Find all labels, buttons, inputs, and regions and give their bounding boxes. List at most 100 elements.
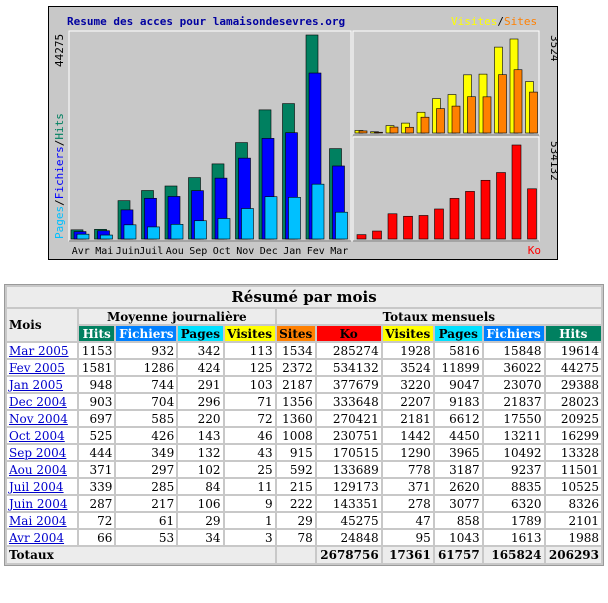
month-cell: Jan 2005 bbox=[7, 377, 77, 392]
value-cell: 697 bbox=[79, 411, 115, 426]
bar-sites-sep bbox=[436, 108, 445, 134]
month-cell: Mar 2005 bbox=[7, 343, 77, 358]
daily-col-fichiers: Fichiers bbox=[116, 326, 177, 341]
daily-col-hits: Hits bbox=[79, 326, 115, 341]
x-tick-mar: Mar bbox=[330, 246, 348, 257]
bar-pages-jan bbox=[288, 197, 301, 240]
bar-sites-mar bbox=[529, 91, 538, 134]
bar-ko-fev bbox=[511, 144, 522, 240]
value-cell: 903 bbox=[79, 394, 115, 409]
bar-ko-sep bbox=[434, 208, 444, 240]
value-cell: 948 bbox=[79, 377, 115, 392]
month-link[interactable]: Fev 2005 bbox=[9, 360, 65, 375]
table-row: Oct 2004 525 426 143 46 1008 230751 1442 4450 132… bbox=[7, 428, 601, 443]
month-link[interactable]: Jan 2005 bbox=[9, 377, 64, 392]
monthly-summary-table: Résumé par mois Mois Moyenne journalière… bbox=[5, 285, 603, 565]
month-cell: Juin 2004 bbox=[7, 496, 77, 511]
month-link[interactable]: Nov 2004 bbox=[9, 411, 68, 426]
value-cell: 2620 bbox=[434, 479, 482, 494]
bar-sites-jan bbox=[498, 74, 507, 134]
month-link[interactable]: Avr 2004 bbox=[9, 530, 65, 545]
value-cell: 11501 bbox=[545, 462, 601, 477]
value-cell: 66 bbox=[79, 530, 115, 545]
monthly-col-fichiers: Fichiers bbox=[483, 326, 544, 341]
bar-pages-dec bbox=[264, 196, 278, 240]
month-cell: Fev 2005 bbox=[7, 360, 77, 375]
value-cell: 1008 bbox=[276, 428, 315, 443]
value-cell: 1928 bbox=[382, 343, 433, 358]
month-link[interactable]: Juil 2004 bbox=[9, 479, 64, 494]
value-cell: 858 bbox=[434, 513, 482, 528]
legend-entry-1: / bbox=[497, 15, 504, 28]
month-cell: Dec 2004 bbox=[7, 394, 77, 409]
bar-sites-juin bbox=[389, 126, 399, 134]
usage-chart: Resume des acces pour lamaisondesevres.o… bbox=[48, 6, 558, 260]
bar-ko-dec bbox=[480, 179, 491, 240]
bar-sites-dec bbox=[482, 96, 492, 134]
month-cell: Sep 2004 bbox=[7, 445, 77, 460]
total-value-cell: 165824 bbox=[483, 547, 544, 563]
value-cell: 585 bbox=[116, 411, 177, 426]
value-cell: 9047 bbox=[434, 377, 482, 392]
value-cell: 19614 bbox=[545, 343, 601, 358]
total-value-cell: 17361 bbox=[382, 547, 433, 563]
month-link[interactable]: Dec 2004 bbox=[9, 394, 67, 409]
month-link[interactable]: Aou 2004 bbox=[9, 462, 67, 477]
bar-sites-aou bbox=[420, 116, 430, 134]
value-cell: 1613 bbox=[483, 530, 544, 545]
value-cell: 20925 bbox=[545, 411, 601, 426]
main-panel-frame bbox=[68, 30, 352, 242]
value-cell: 704 bbox=[116, 394, 177, 409]
value-cell: 1286 bbox=[116, 360, 177, 375]
value-cell: 46 bbox=[224, 428, 275, 443]
main-legend-entry-4: Hits bbox=[53, 113, 66, 140]
value-cell: 61 bbox=[116, 513, 177, 528]
value-cell: 8835 bbox=[483, 479, 544, 494]
main-legend-entry-2: Fichiers bbox=[53, 146, 66, 199]
bar-pages-avr bbox=[76, 233, 90, 240]
month-cell: Oct 2004 bbox=[7, 428, 77, 443]
value-cell: 426 bbox=[116, 428, 177, 443]
table-row: Nov 2004 697 585 220 72 1360 270421 2181 6612 175… bbox=[7, 411, 601, 426]
bar-sites-juil bbox=[405, 126, 414, 134]
value-cell: 43 bbox=[224, 445, 275, 460]
monthly-col-ko: Ko bbox=[316, 326, 381, 341]
value-cell: 95 bbox=[382, 530, 433, 545]
bar-ko-aou bbox=[418, 215, 429, 240]
value-cell: 29 bbox=[276, 513, 315, 528]
value-cell: 1988 bbox=[545, 530, 601, 545]
table-row: Mar 2005 1153 932 342 113 1534 285274 1928 5816 1… bbox=[7, 343, 601, 358]
value-cell: 24848 bbox=[316, 530, 381, 545]
x-tick-dec: Dec bbox=[260, 246, 278, 257]
value-cell: 339 bbox=[79, 479, 115, 494]
value-cell: 270421 bbox=[316, 411, 381, 426]
main-legend-entry-1: / bbox=[53, 199, 66, 206]
month-link[interactable]: Mar 2005 bbox=[9, 343, 69, 358]
month-link[interactable]: Oct 2004 bbox=[9, 428, 65, 443]
value-cell: 45275 bbox=[316, 513, 381, 528]
total-value-cell bbox=[276, 547, 315, 563]
month-link[interactable]: Mai 2004 bbox=[9, 513, 67, 528]
bar-pages-fev bbox=[311, 183, 325, 240]
value-cell: 2187 bbox=[276, 377, 315, 392]
bar-sites-nov bbox=[467, 96, 476, 134]
value-cell: 47 bbox=[382, 513, 433, 528]
month-link[interactable]: Juin 2004 bbox=[9, 496, 68, 511]
value-cell: 1360 bbox=[276, 411, 315, 426]
value-cell: 2181 bbox=[382, 411, 433, 426]
value-cell: 778 bbox=[382, 462, 433, 477]
x-tick-nov: Nov bbox=[236, 246, 254, 257]
value-cell: 3187 bbox=[434, 462, 482, 477]
value-cell: 103 bbox=[224, 377, 275, 392]
totals-label: Totaux bbox=[7, 547, 275, 563]
month-link[interactable]: Sep 2004 bbox=[9, 445, 67, 460]
bar-ko-avr bbox=[356, 234, 367, 240]
value-cell: 3220 bbox=[382, 377, 433, 392]
value-cell: 8326 bbox=[545, 496, 601, 511]
value-cell: 113 bbox=[224, 343, 275, 358]
value-cell: 525 bbox=[79, 428, 115, 443]
value-cell: 2372 bbox=[276, 360, 315, 375]
month-cell: Juil 2004 bbox=[7, 479, 77, 494]
bar-sites-mai bbox=[374, 131, 383, 134]
value-cell: 424 bbox=[178, 360, 223, 375]
